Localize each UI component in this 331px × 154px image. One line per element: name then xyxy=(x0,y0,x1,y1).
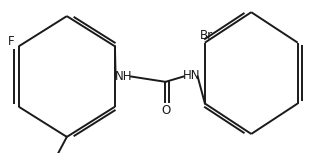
Text: HN: HN xyxy=(183,69,201,82)
Text: F: F xyxy=(8,35,15,48)
Text: NH: NH xyxy=(115,70,132,83)
Text: Br: Br xyxy=(200,29,213,42)
Text: O: O xyxy=(162,104,171,117)
